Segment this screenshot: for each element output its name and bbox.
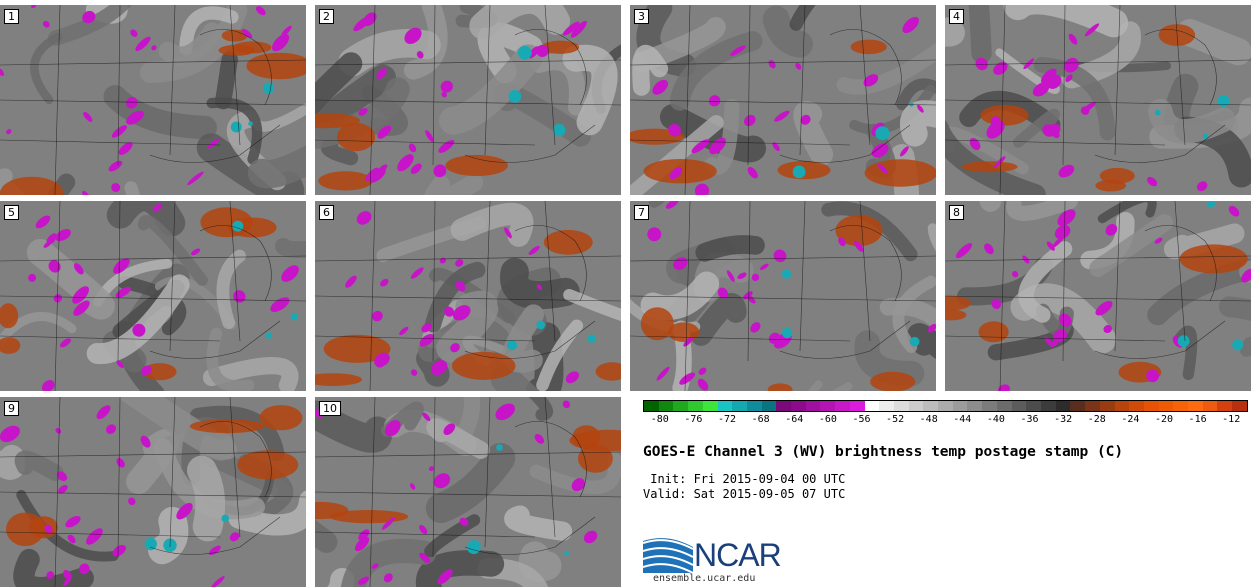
colorbar-segment xyxy=(688,401,703,411)
init-time: Init: Fri 2015-09-04 00 UTC xyxy=(643,472,846,486)
colorbar-segment xyxy=(893,401,909,411)
colorbar-segment xyxy=(717,401,733,411)
colorbar-tick-label: -68 xyxy=(751,414,770,425)
colorbar-tick-label: -24 xyxy=(1121,414,1140,425)
ncar-logo-text: NCAR xyxy=(694,537,782,573)
water-vapor-map xyxy=(0,201,306,391)
colorbar-segment xyxy=(908,401,924,411)
colorbar-segment xyxy=(776,401,792,411)
water-vapor-map xyxy=(0,5,306,195)
ensemble-member-panel: 9 xyxy=(0,397,306,587)
colorbar-segment xyxy=(1129,401,1144,411)
colorbar-segment xyxy=(952,401,968,411)
ensemble-member-panel: 8 xyxy=(945,201,1251,391)
member-number-label: 1 xyxy=(4,9,19,24)
colorbar xyxy=(643,400,1248,412)
colorbar-tick-label: -80 xyxy=(650,414,669,425)
ensemble-member-panel: 1 xyxy=(0,5,306,195)
valid-time: Valid: Sat 2015-09-05 07 UTC xyxy=(643,487,846,501)
ensemble-member-panel: 6 xyxy=(315,201,621,391)
colorbar-segment xyxy=(1026,401,1041,411)
colorbar-segment xyxy=(996,401,1012,411)
colorbar-segment xyxy=(982,401,997,411)
member-number-label: 6 xyxy=(319,205,334,220)
colorbar-segment xyxy=(938,401,953,411)
member-number-label: 3 xyxy=(634,9,649,24)
ensemble-member-panel: 4 xyxy=(945,5,1251,195)
colorbar-segment xyxy=(849,401,865,411)
member-number-label: 8 xyxy=(949,205,964,220)
colorbar-tick-label: -56 xyxy=(852,414,871,425)
water-vapor-map xyxy=(315,5,621,195)
member-number-label: 7 xyxy=(634,205,649,220)
colorbar-tick-label: -60 xyxy=(818,414,837,425)
colorbar-segment xyxy=(732,401,747,411)
ncar-logo-icon xyxy=(643,538,694,573)
colorbar-segment xyxy=(1040,401,1056,411)
colorbar-segment xyxy=(644,401,659,411)
colorbar-tick-label: -72 xyxy=(717,414,737,425)
water-vapor-map xyxy=(945,5,1251,195)
colorbar-segment xyxy=(820,401,836,411)
water-vapor-map xyxy=(315,201,621,391)
water-vapor-map xyxy=(630,201,936,391)
colorbar-segment xyxy=(879,401,894,411)
water-vapor-map xyxy=(945,201,1251,391)
colorbar-tick-label: -32 xyxy=(1054,414,1073,425)
colorbar-tick-label: -16 xyxy=(1188,414,1207,425)
member-number-label: 4 xyxy=(949,9,964,24)
colorbar-segment xyxy=(1202,401,1218,411)
colorbar-tick-label: -28 xyxy=(1087,414,1106,425)
colorbar-segment xyxy=(1114,401,1130,411)
colorbar-segment xyxy=(1158,401,1174,411)
member-number-label: 9 xyxy=(4,401,19,416)
colorbar-tick-label: -12 xyxy=(1222,414,1241,425)
ensemble-member-panel: 10 xyxy=(315,397,621,587)
colorbar-segment xyxy=(1011,401,1027,411)
colorbar-segment xyxy=(1173,401,1189,411)
colorbar-tick-label: -48 xyxy=(919,414,938,425)
colorbar-segment xyxy=(761,401,777,411)
colorbar-tick-label: -76 xyxy=(684,414,703,425)
colorbar-tick-labels: -80 -76 -72 -68 -64 -60 -56 -52 -48 -44 -40 -36 -32 -… xyxy=(643,414,1248,428)
ensemble-member-panel: 5 xyxy=(0,201,306,391)
member-number-label: 5 xyxy=(4,205,19,220)
colorbar-segment xyxy=(967,401,983,411)
colorbar-segment xyxy=(864,401,880,411)
water-vapor-map xyxy=(315,397,621,587)
water-vapor-map xyxy=(0,397,306,587)
colorbar-tick-label: -36 xyxy=(1020,414,1039,425)
colorbar-segment xyxy=(791,401,806,411)
colorbar-segment xyxy=(1143,401,1159,411)
colorbar-segment xyxy=(1055,401,1071,411)
colorbar-segment xyxy=(1085,401,1100,411)
colorbar-segment xyxy=(702,401,718,411)
colorbar-tick-label: -20 xyxy=(1154,414,1173,425)
ensemble-member-panel: 2 xyxy=(315,5,621,195)
colorbar-segment xyxy=(923,401,939,411)
colorbar-segment xyxy=(673,401,689,411)
colorbar-tick-label: -52 xyxy=(886,414,905,425)
colorbar-tick-label: -64 xyxy=(785,414,804,425)
colorbar-segment xyxy=(746,401,762,411)
colorbar-segment xyxy=(1232,401,1247,411)
logo-url: ensemble.ucar.edu xyxy=(653,573,756,584)
colorbar-segment xyxy=(1070,401,1086,411)
colorbar-segment xyxy=(1217,401,1233,411)
colorbar-segment xyxy=(1188,401,1203,411)
ensemble-member-panel: 3 xyxy=(630,5,936,195)
member-number-label: 10 xyxy=(319,401,341,416)
colorbar-segment xyxy=(658,401,674,411)
water-vapor-map xyxy=(630,5,936,195)
colorbar-segment xyxy=(835,401,850,411)
colorbar-tick-label: -44 xyxy=(953,414,972,425)
colorbar-tick-label: -40 xyxy=(986,414,1005,425)
colorbar-segment xyxy=(805,401,821,411)
figure-title: GOES-E Channel 3 (WV) brightness temp po… xyxy=(643,444,1124,460)
ensemble-member-panel: 7 xyxy=(630,201,936,391)
member-number-label: 2 xyxy=(319,9,334,24)
colorbar-segment xyxy=(1099,401,1115,411)
